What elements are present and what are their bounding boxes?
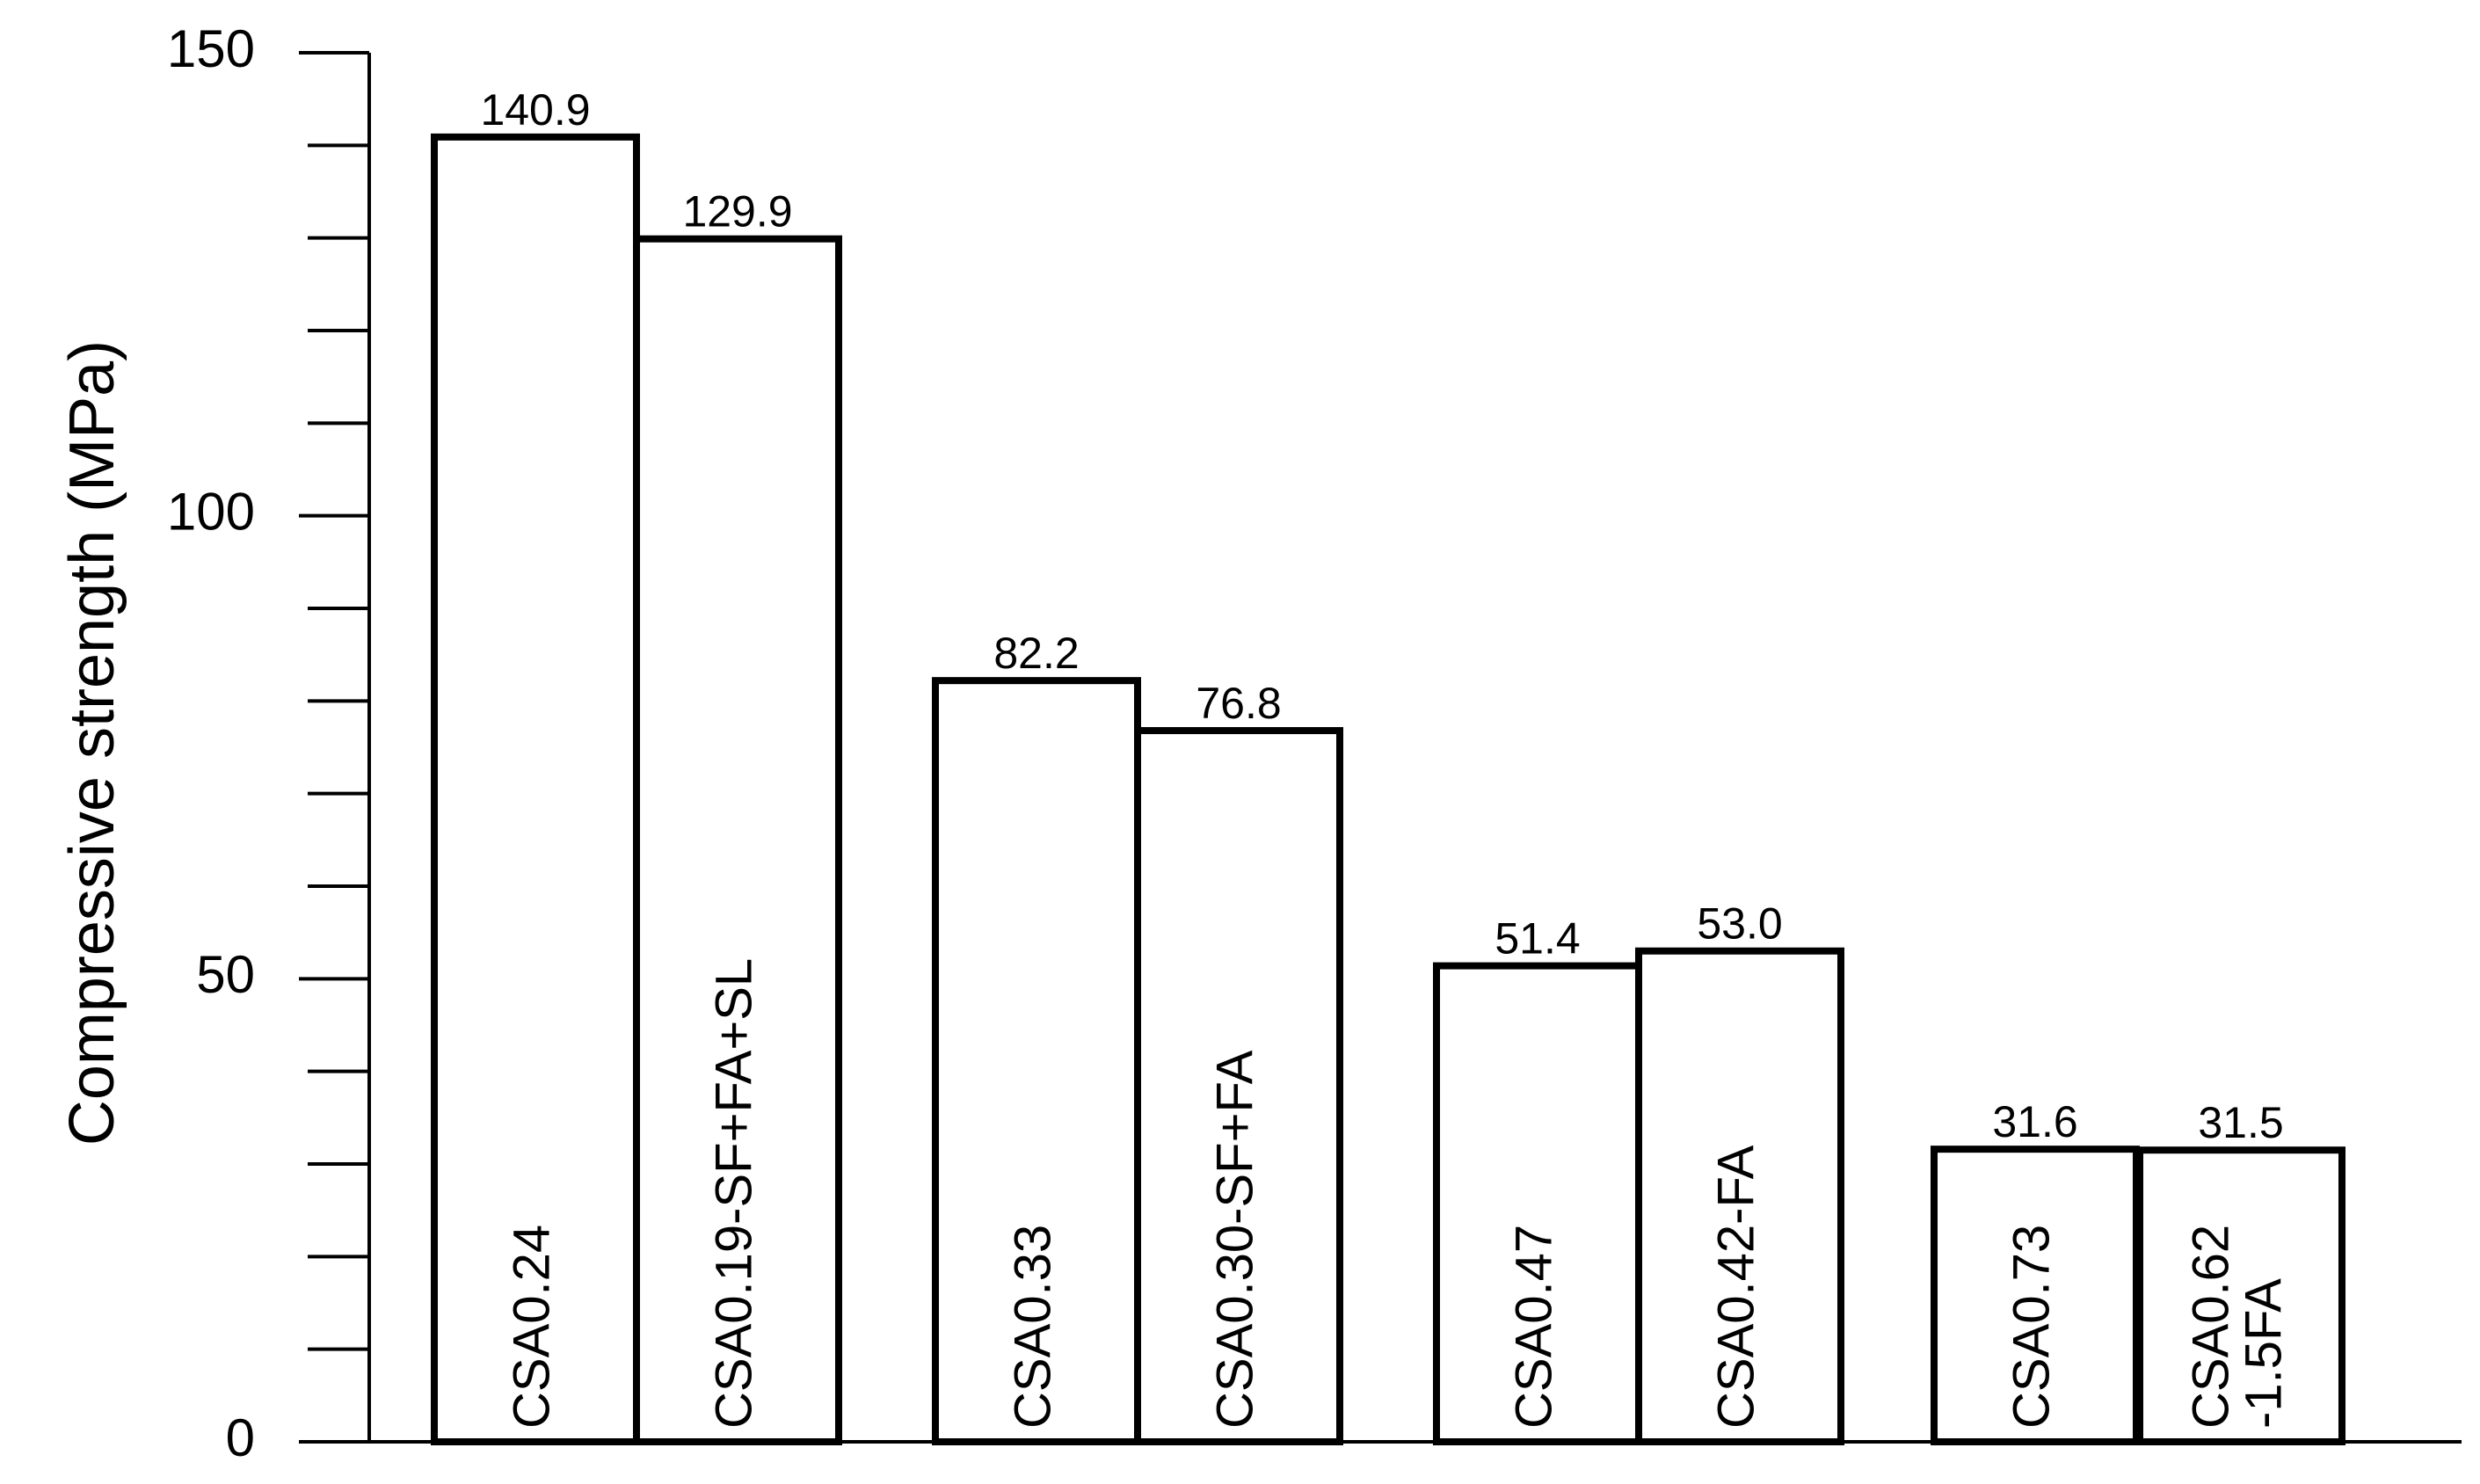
y-tick-label: 0 [226,1408,255,1467]
bar-value-label: 31.6 [1992,1097,2077,1146]
bar-category-label: CSA0.33 [1004,1225,1061,1429]
bar [1931,1146,2140,1445]
y-tick-label: 100 [167,483,255,542]
bars [431,133,2345,1446]
bar-value-label: 129.9 [682,187,792,236]
bar [932,677,1141,1445]
bar-category-label: CSA0.62 [2182,1225,2239,1429]
bar [1433,962,1642,1445]
bar [1635,947,1844,1445]
bar-value-label: 140.9 [480,85,590,135]
bar-value-label: 31.5 [2198,1098,2283,1147]
y-axis-title: Compressive strength (MPa) [57,340,127,1146]
bar-category-label: CSA0.42-FA [1707,1145,1764,1429]
bar [633,235,842,1446]
bar-value-label: 53.0 [1697,899,1782,949]
bar-category-label: CSA0.47 [1505,1225,1562,1429]
bar-category-label: CSA0.73 [2003,1225,2060,1429]
bar [1134,727,1343,1445]
y-tick-label: 50 [196,945,255,1004]
bar [2136,1146,2345,1445]
bar-value-label: 51.4 [1495,914,1580,964]
labels: 140.9 CSA0.24 129.9 CSA0.19-SF+FA+SL 82.2 CSA… [480,85,2292,1429]
bar-category-label: CSA0.24 [503,1225,560,1429]
bar-category-label: CSA0.19-SF+FA+SL [705,958,762,1429]
bar-value-label: 76.8 [1196,679,1281,728]
bar-category-label: CSA0.30-SF+FA [1206,1050,1263,1429]
bar-category-label: -1.5FA [2235,1278,2292,1429]
y-tick-label: 150 [167,19,255,78]
bar-value-label: 82.2 [993,629,1079,678]
